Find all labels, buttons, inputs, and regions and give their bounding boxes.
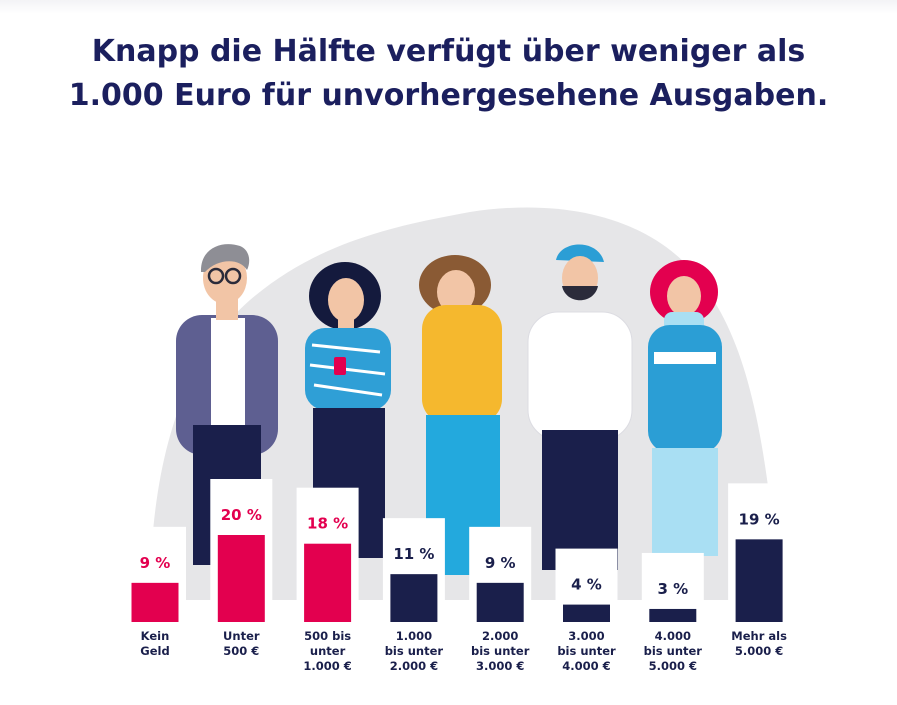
category-label-line: 3.000 € bbox=[476, 659, 524, 673]
category-label-line: 2.000 € bbox=[390, 659, 438, 673]
bar bbox=[735, 539, 783, 622]
person-4-beard bbox=[562, 286, 598, 301]
category-label-line: Kein bbox=[141, 629, 170, 643]
bar-value-label: 9 % bbox=[140, 554, 171, 572]
bar bbox=[563, 604, 610, 622]
category-label: Mehr als 5.000 € bbox=[731, 629, 787, 658]
bar-value-label: 20 % bbox=[221, 506, 262, 524]
person-1-hair bbox=[200, 244, 250, 272]
category-label-line: 3.000 bbox=[568, 629, 604, 643]
category-label: 3.000 bis unter 4.000 € bbox=[557, 629, 616, 673]
category-label-line: Unter bbox=[223, 629, 260, 643]
category-label: 500 bis unter 1.000 € bbox=[303, 629, 351, 673]
category-label-line: 1.000 bbox=[396, 629, 432, 643]
category-label: 1.000 bis unter 2.000 € bbox=[385, 629, 444, 673]
bar-value-label: 3 % bbox=[657, 580, 688, 598]
category-label-line: 4.000 bbox=[655, 629, 691, 643]
person-2-shirt-stripes bbox=[309, 343, 386, 397]
category-label-line: 1.000 € bbox=[303, 659, 351, 673]
top-fade bbox=[0, 0, 897, 14]
title-line-2: 1.000 Euro für unvorhergesehene Ausgaben… bbox=[68, 78, 829, 113]
bars-layer: 9 % Kein Geld 20 % Unter 500 € 18 % 500 bis unte… bbox=[124, 479, 791, 673]
category-label-line: unter bbox=[310, 644, 346, 658]
bar bbox=[131, 582, 179, 622]
person-2-cup bbox=[334, 357, 346, 375]
person-4-hat bbox=[556, 244, 604, 262]
category-label: 2.000 bis unter 3.000 € bbox=[471, 629, 530, 673]
person-3-hoodie bbox=[422, 305, 502, 423]
person-5-sweater-stripe bbox=[654, 352, 716, 364]
bar-value-label: 11 % bbox=[393, 545, 434, 563]
person-3-face bbox=[437, 270, 475, 314]
person-4-trousers bbox=[542, 430, 618, 570]
person-2-face bbox=[328, 278, 364, 322]
person-1-glasses-right bbox=[224, 267, 242, 285]
bar-value-label: 18 % bbox=[307, 515, 348, 533]
title-line-1: Knapp die Hälfte verfügt über weniger al… bbox=[91, 34, 806, 69]
person-5-sweater bbox=[648, 325, 722, 453]
category-label-line: 500 € bbox=[223, 644, 259, 658]
person-5-skirt bbox=[652, 448, 718, 556]
category-label-line: 4.000 € bbox=[562, 659, 610, 673]
bar-value-label: 9 % bbox=[485, 554, 516, 572]
person-5-face bbox=[667, 276, 701, 316]
bar bbox=[476, 582, 524, 622]
category-label-line: 5.000 € bbox=[649, 659, 697, 673]
category-label-line: 500 bis bbox=[304, 629, 351, 643]
person-1-shirt bbox=[211, 318, 245, 430]
category-label-line: bis unter bbox=[385, 644, 444, 658]
category-label-line: 5.000 € bbox=[735, 644, 783, 658]
people-illustration bbox=[176, 244, 722, 575]
category-label-line: 2.000 bbox=[482, 629, 518, 643]
category-label: Unter 500 € bbox=[223, 629, 260, 658]
category-label-line: bis unter bbox=[471, 644, 530, 658]
bar bbox=[217, 535, 265, 622]
category-label: Kein Geld bbox=[140, 629, 169, 658]
person-1-glasses-left bbox=[207, 267, 225, 285]
category-label-line: Mehr als bbox=[731, 629, 787, 643]
category-label: 4.000 bis unter 5.000 € bbox=[644, 629, 703, 673]
person-4-sweater bbox=[527, 311, 633, 441]
bar bbox=[304, 543, 352, 622]
category-label-line: bis unter bbox=[557, 644, 616, 658]
bar-value-label: 19 % bbox=[739, 510, 780, 528]
category-label-line: bis unter bbox=[644, 644, 703, 658]
category-label-line: Geld bbox=[140, 644, 169, 658]
chart-title: Knapp die Hälfte verfügt über weniger al… bbox=[0, 30, 897, 118]
bar-value-label: 4 % bbox=[571, 576, 602, 594]
bar bbox=[649, 608, 697, 622]
bar bbox=[390, 574, 438, 622]
